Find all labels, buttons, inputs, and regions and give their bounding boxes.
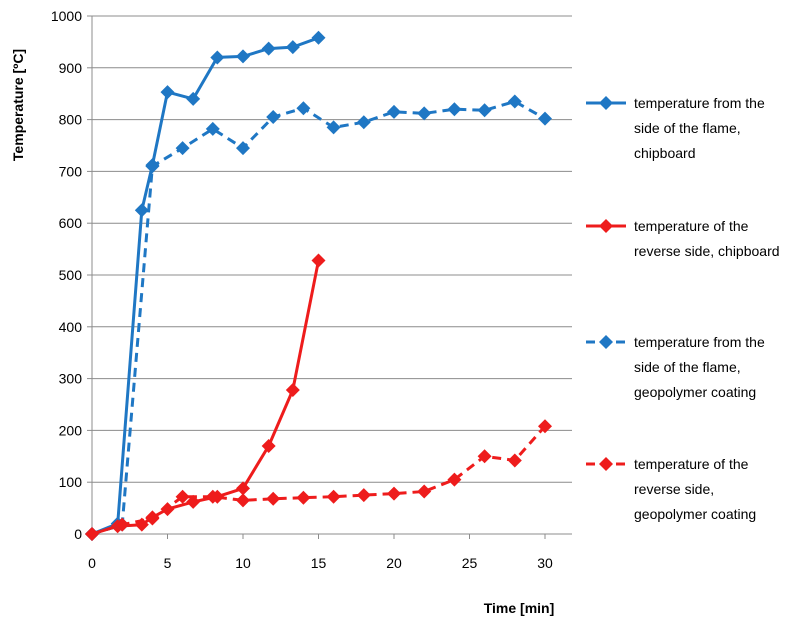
- series-line: [91, 425, 547, 536]
- y-tick-label: 1000: [51, 8, 82, 24]
- legend-label: temperature of the: [634, 218, 749, 234]
- legend-label: geopolymer coating: [634, 506, 756, 522]
- data-point: [296, 101, 311, 116]
- data-point: [115, 517, 130, 532]
- y-tick-label: 400: [59, 319, 83, 335]
- series-4: [85, 419, 552, 541]
- data-point: [447, 472, 462, 487]
- data-point: [285, 40, 300, 55]
- series-lines: [85, 30, 552, 541]
- data-point: [538, 111, 552, 126]
- legend-label: side of the flame,: [634, 120, 741, 136]
- data-point: [145, 511, 160, 526]
- data-point: [477, 103, 492, 118]
- legend-marker: [599, 457, 613, 471]
- axes: [87, 15, 572, 539]
- legend-label: reverse side, chipboard: [634, 243, 780, 259]
- legend-label: temperature from the: [634, 95, 765, 111]
- x-tick-label: 0: [88, 555, 96, 571]
- data-point: [210, 50, 225, 65]
- legend-label: temperature of the: [634, 456, 749, 472]
- legend-marker: [599, 96, 613, 110]
- data-point: [507, 453, 522, 468]
- legend: temperature from the side of the flame, ch…: [586, 95, 780, 522]
- data-point: [387, 486, 401, 501]
- data-point: [387, 104, 401, 119]
- data-point: [356, 488, 371, 503]
- legend-label: temperature from the: [634, 334, 765, 350]
- data-point: [85, 527, 99, 541]
- y-tick-label: 0: [74, 526, 82, 542]
- y-tick-label: 500: [59, 267, 83, 283]
- gridlines: [92, 15, 572, 483]
- data-point: [296, 490, 311, 505]
- data-point: [236, 481, 250, 496]
- x-tick-label: 5: [164, 555, 172, 571]
- data-point: [538, 419, 552, 434]
- tick-labels: 0 100 200 300 400 500 600 700 800 900 1000 0 5 10 15 20…: [51, 8, 553, 571]
- data-point: [236, 493, 250, 508]
- data-point: [326, 120, 341, 135]
- data-point: [186, 494, 201, 509]
- legend-item-4: temperature of the reverse side, geopolyme…: [586, 456, 756, 522]
- data-point: [266, 491, 281, 506]
- legend-label: side of the flame,: [634, 359, 741, 375]
- data-point: [145, 159, 160, 174]
- x-tick-label: 15: [311, 555, 327, 571]
- data-point: [175, 141, 190, 156]
- x-tick-label: 25: [462, 555, 478, 571]
- data-point: [205, 489, 220, 504]
- legend-label: geopolymer coating: [634, 384, 756, 400]
- data-point: [417, 484, 432, 499]
- data-point: [261, 41, 276, 56]
- data-point: [311, 253, 326, 268]
- data-point: [417, 106, 432, 121]
- legend-marker: [599, 335, 613, 349]
- data-point: [311, 30, 326, 45]
- data-point: [326, 489, 341, 504]
- data-point: [186, 91, 201, 106]
- y-tick-label: 300: [59, 371, 83, 387]
- y-tick-label: 900: [59, 60, 83, 76]
- series-line: [91, 36, 320, 536]
- data-point: [447, 102, 462, 117]
- y-tick-label: 600: [59, 215, 83, 231]
- data-point: [507, 94, 522, 109]
- data-point: [236, 49, 250, 64]
- legend-item-2: temperature of the reverse side, chipboar…: [586, 218, 780, 259]
- data-point: [266, 110, 281, 125]
- x-tick-label: 10: [235, 555, 251, 571]
- data-point: [285, 382, 300, 397]
- data-point: [134, 203, 149, 218]
- data-point: [160, 85, 175, 100]
- data-point: [205, 121, 220, 136]
- data-point: [261, 438, 276, 453]
- data-point: [477, 449, 492, 464]
- y-axis-title: Temperature [ºC]: [10, 49, 26, 161]
- legend-label: reverse side,: [634, 481, 714, 497]
- y-tick-label: 800: [59, 112, 83, 128]
- series-1: [85, 30, 326, 541]
- y-tick-label: 700: [59, 163, 83, 179]
- data-point: [236, 141, 250, 156]
- legend-item-3: temperature from the side of the flame, ge…: [586, 334, 765, 400]
- legend-label: chipboard: [634, 145, 696, 161]
- data-point: [356, 115, 371, 130]
- y-tick-label: 100: [59, 474, 83, 490]
- legend-item-1: temperature from the side of the flame, ch…: [586, 95, 765, 161]
- legend-marker: [599, 219, 613, 233]
- y-tick-label: 200: [59, 422, 83, 438]
- data-point: [175, 489, 190, 504]
- series-line: [91, 100, 546, 536]
- x-tick-label: 20: [386, 555, 402, 571]
- x-axis-title: Time [min]: [484, 600, 555, 616]
- x-tick-label: 30: [537, 555, 553, 571]
